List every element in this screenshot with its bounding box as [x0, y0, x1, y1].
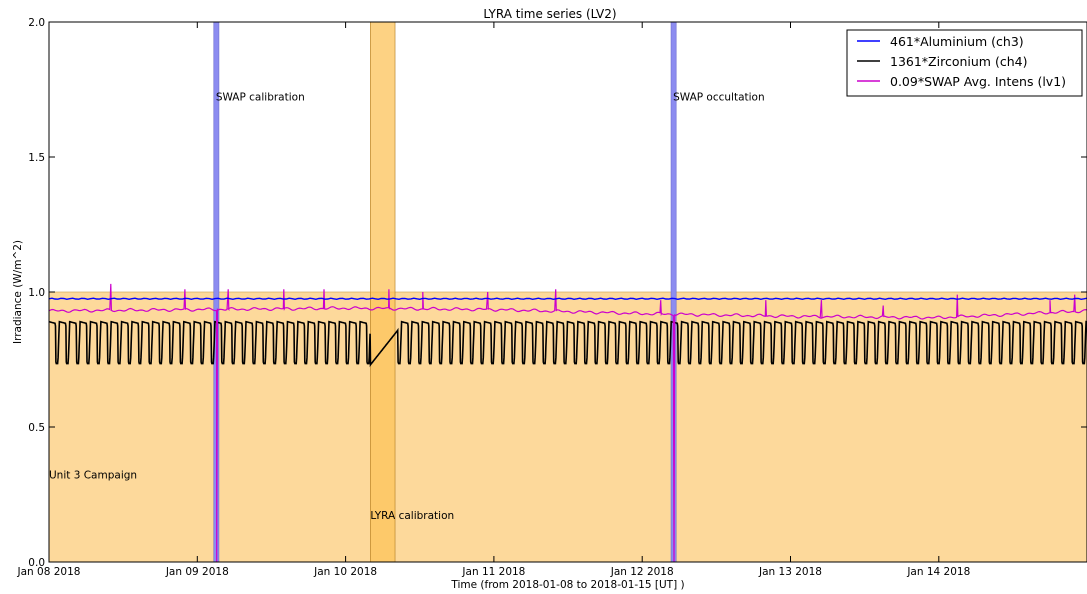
x-tick-label: Jan 10 2018 — [313, 566, 377, 578]
y-tick-label: 0.5 — [28, 422, 45, 434]
y-axis: 0.0 0.5 1.0 1.5 2.0 — [28, 17, 1087, 569]
y-tick-label: 0.0 — [28, 557, 45, 569]
y-tick-label: 1.5 — [28, 152, 45, 164]
band-lyra-calibration — [370, 21, 396, 563]
series-line-swap — [48, 283, 1087, 563]
x-axis-label: Time (from 2018-01-08 to 2018-01-15 [UT]… — [450, 579, 684, 591]
annotation-label: LYRA calibration — [370, 510, 454, 522]
x-tick-label: Jan 14 2018 — [906, 566, 970, 578]
y-tick-label: 1.0 — [28, 287, 45, 299]
x-tick-label: Jan 13 2018 — [758, 566, 822, 578]
legend-entry: 0.09*SWAP Avg. Intens (lv1) — [890, 74, 1066, 89]
y-tick-label: 2.0 — [28, 17, 45, 29]
series-layer — [48, 283, 1087, 563]
annotation-label: SWAP occultation — [673, 91, 765, 103]
annotation-label: SWAP calibration — [216, 91, 305, 103]
annotation-label: Unit 3 Campaign — [49, 469, 137, 481]
bands-layer — [48, 21, 1087, 563]
chart-title: LYRA time series (LV2) — [483, 7, 616, 21]
annotations-layer: Unit 3 Campaign SWAP calibration LYRA cali… — [49, 91, 765, 522]
legend: 461*Aluminium (ch3) 1361*Zirconium (ch4) 0… — [846, 29, 1083, 97]
y-axis-label: Irradiance (W/m^2) — [12, 240, 24, 344]
legend-entry: 461*Aluminium (ch3) — [890, 34, 1024, 49]
series-line-ch3 — [48, 297, 1087, 301]
legend-box — [846, 29, 1083, 97]
series-line-ch4 — [48, 320, 1087, 368]
legend-entry: 1361*Zirconium (ch4) — [890, 54, 1027, 69]
x-tick-label: Jan 09 2018 — [165, 566, 229, 578]
x-tick-label: Jan 11 2018 — [461, 566, 525, 578]
x-tick-label: Jan 12 2018 — [610, 566, 674, 578]
x-tick-label: Jan 08 2018 — [17, 566, 81, 578]
x-axis: Jan 08 2018 Jan 09 2018 Jan 10 2018 Jan 11 … — [17, 22, 970, 578]
